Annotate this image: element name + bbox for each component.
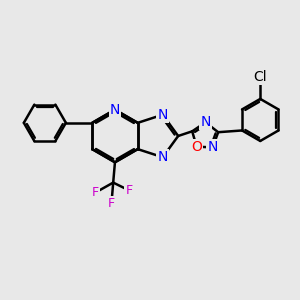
Text: F: F xyxy=(108,197,115,210)
Text: F: F xyxy=(92,186,99,199)
Text: N: N xyxy=(200,115,211,129)
Text: Cl: Cl xyxy=(254,70,267,84)
Text: F: F xyxy=(125,184,133,197)
Text: N: N xyxy=(208,140,218,154)
Text: N: N xyxy=(110,103,120,117)
Text: N: N xyxy=(158,108,168,122)
Text: O: O xyxy=(191,140,202,154)
Text: N: N xyxy=(158,150,168,164)
